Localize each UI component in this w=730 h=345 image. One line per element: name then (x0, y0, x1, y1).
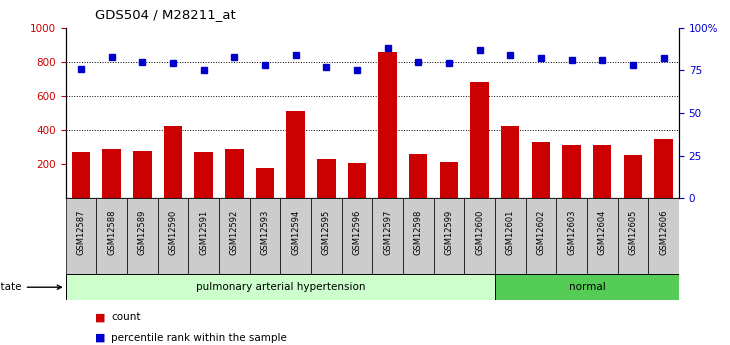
Bar (311, 198, 342, 274)
Bar (280, 198, 311, 274)
Bar (526, 198, 556, 274)
Bar (66, 198, 96, 274)
Bar (255, 168, 274, 198)
Text: GSM12595: GSM12595 (322, 210, 331, 255)
Text: pulmonary arterial hypertension: pulmonary arterial hypertension (196, 282, 365, 292)
Bar (623, 155, 642, 198)
Bar (219, 198, 250, 274)
Bar (593, 146, 612, 198)
Text: GSM12594: GSM12594 (291, 210, 300, 255)
Text: GSM12597: GSM12597 (383, 210, 392, 255)
Text: GSM12602: GSM12602 (537, 210, 545, 255)
Bar (133, 150, 152, 198)
Bar (654, 139, 673, 198)
Text: GSM12588: GSM12588 (107, 210, 116, 255)
Bar (127, 198, 158, 274)
Bar (286, 111, 305, 198)
Text: GSM12596: GSM12596 (353, 210, 361, 255)
Bar (250, 198, 280, 274)
Text: GSM12592: GSM12592 (230, 210, 239, 255)
Bar (347, 164, 366, 198)
Bar (562, 145, 581, 198)
Bar (194, 152, 213, 198)
Text: GSM12603: GSM12603 (567, 210, 576, 255)
Bar (531, 142, 550, 198)
Bar (403, 198, 434, 274)
Text: GSM12589: GSM12589 (138, 210, 147, 255)
Text: GSM12587: GSM12587 (77, 210, 85, 255)
Bar (501, 126, 520, 198)
Text: GSM12606: GSM12606 (659, 210, 668, 255)
Text: GSM12590: GSM12590 (169, 210, 177, 255)
Text: disease state: disease state (0, 282, 61, 292)
Bar (164, 126, 182, 198)
Text: GSM12591: GSM12591 (199, 210, 208, 255)
Bar (72, 152, 91, 198)
Text: ■: ■ (95, 333, 105, 343)
Text: GDS504 / M28211_at: GDS504 / M28211_at (95, 8, 236, 21)
Text: GSM12604: GSM12604 (598, 210, 607, 255)
Bar (378, 51, 397, 198)
Text: GSM12593: GSM12593 (261, 210, 269, 255)
Text: GSM12600: GSM12600 (475, 210, 484, 255)
Text: percentile rank within the sample: percentile rank within the sample (111, 333, 287, 343)
Bar (648, 198, 679, 274)
Bar (342, 198, 372, 274)
Bar (587, 198, 618, 274)
Bar (188, 198, 219, 274)
Text: GSM12598: GSM12598 (414, 210, 423, 255)
Text: normal: normal (569, 282, 605, 292)
Bar (317, 159, 336, 198)
Bar (439, 162, 458, 198)
Bar (618, 198, 648, 274)
Bar (495, 198, 526, 274)
Bar (464, 198, 495, 274)
Text: ■: ■ (95, 313, 105, 322)
Text: GSM12601: GSM12601 (506, 210, 515, 255)
Bar (495, 274, 679, 300)
Bar (409, 154, 428, 198)
Bar (225, 149, 244, 198)
Bar (158, 198, 188, 274)
Bar (434, 198, 464, 274)
Bar (556, 198, 587, 274)
Bar (470, 82, 489, 198)
Text: GSM12605: GSM12605 (629, 210, 637, 255)
Bar (96, 198, 127, 274)
Bar (102, 149, 121, 198)
Bar (372, 198, 403, 274)
Text: GSM12599: GSM12599 (445, 210, 453, 255)
Text: count: count (111, 313, 140, 322)
Bar (66, 274, 495, 300)
